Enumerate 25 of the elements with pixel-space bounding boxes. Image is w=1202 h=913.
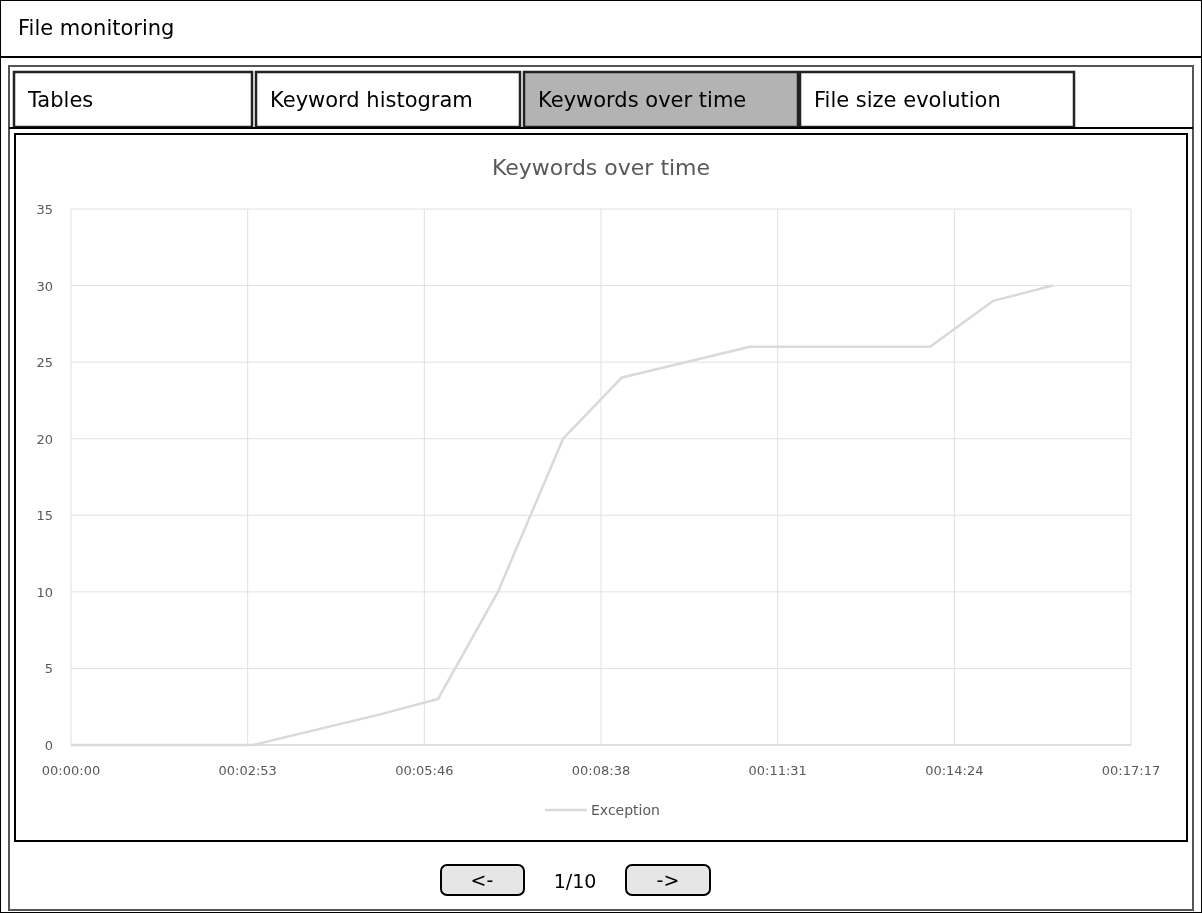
chart-title: Keywords over time	[491, 155, 711, 180]
next-button: ->	[625, 864, 711, 896]
legend-label: Exception	[591, 802, 660, 818]
x-tick-label: 00:14:24	[925, 763, 984, 778]
x-tick-label: 00:02:53	[218, 763, 277, 778]
y-tick-label: 10	[36, 584, 53, 600]
x-tick-label: 00:08:38	[571, 763, 631, 778]
back-button: <-	[440, 864, 525, 896]
x-tick-label: 00:17:17	[1101, 763, 1161, 778]
x-tick-label: 00:11:31	[748, 763, 807, 778]
x-tick-label: 00:05:46	[395, 763, 454, 778]
tab: Keywords over time	[522, 70, 800, 129]
x-tick-label: 00:00:00	[41, 763, 101, 778]
tab: Tables	[12, 70, 254, 129]
y-tick-label: 30	[36, 278, 53, 294]
y-tick-label: 35	[36, 202, 53, 217]
text: File monitoring	[18, 16, 175, 40]
y-tick-label: 5	[44, 661, 53, 677]
tab: File size evolution	[798, 70, 1076, 129]
tab: Keyword histogram	[254, 70, 522, 129]
y-tick-label: 25	[36, 355, 53, 371]
text: 1/10	[553, 870, 597, 892]
y-tick-label: 20	[36, 431, 53, 447]
y-tick-label: 0	[44, 738, 53, 753]
y-tick-label: 15	[36, 508, 53, 524]
